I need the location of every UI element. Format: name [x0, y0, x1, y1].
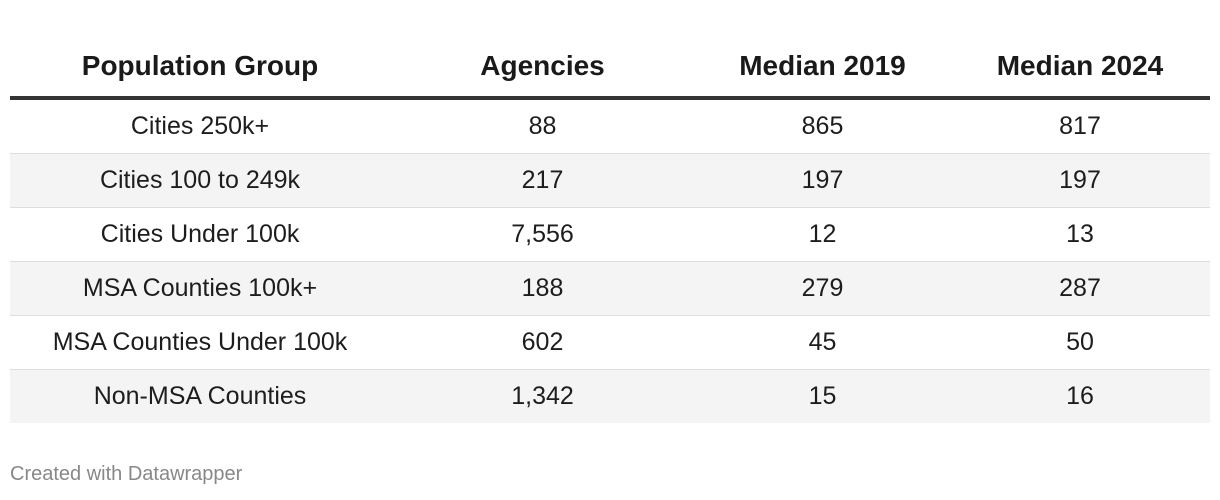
- table-body: Cities 250k+ 88 865 817 Cities 100 to 24…: [10, 98, 1210, 423]
- cell-agencies: 88: [390, 98, 695, 154]
- cell-agencies: 217: [390, 153, 695, 208]
- table-row: Cities Under 100k 7,556 12 13: [10, 207, 1210, 262]
- cell-population-group: Non-MSA Counties: [10, 369, 390, 423]
- cell-population-group: MSA Counties Under 100k: [10, 315, 390, 370]
- cell-median-2019: 865: [695, 98, 950, 154]
- table-row: Cities 250k+ 88 865 817: [10, 98, 1210, 154]
- cell-median-2019: 279: [695, 261, 950, 316]
- data-table: Population Group Agencies Median 2019 Me…: [10, 36, 1210, 423]
- table-row: MSA Counties Under 100k 602 45 50: [10, 315, 1210, 370]
- cell-median-2024: 50: [950, 315, 1210, 370]
- header-row: Population Group Agencies Median 2019 Me…: [10, 36, 1210, 100]
- cell-median-2024: 287: [950, 261, 1210, 316]
- cell-agencies: 188: [390, 261, 695, 316]
- datawrapper-credit[interactable]: Created with Datawrapper: [10, 463, 243, 485]
- cell-median-2024: 16: [950, 369, 1210, 423]
- table-header: Population Group Agencies Median 2019 Me…: [10, 36, 1210, 100]
- cell-agencies: 1,342: [390, 369, 695, 423]
- column-header-median-2019: Median 2019: [695, 36, 950, 100]
- table-row: MSA Counties 100k+ 188 279 287: [10, 261, 1210, 316]
- cell-median-2024: 13: [950, 207, 1210, 262]
- column-header-agencies: Agencies: [390, 36, 695, 100]
- cell-agencies: 7,556: [390, 207, 695, 262]
- cell-median-2024: 197: [950, 153, 1210, 208]
- cell-population-group: MSA Counties 100k+: [10, 261, 390, 316]
- column-header-median-2024: Median 2024: [950, 36, 1210, 100]
- cell-median-2019: 45: [695, 315, 950, 370]
- cell-median-2019: 15: [695, 369, 950, 423]
- table-row: Non-MSA Counties 1,342 15 16: [10, 369, 1210, 423]
- cell-population-group: Cities 250k+: [10, 98, 390, 154]
- cell-agencies: 602: [390, 315, 695, 370]
- cell-population-group: Cities 100 to 249k: [10, 153, 390, 208]
- column-header-population-group: Population Group: [10, 36, 390, 100]
- table-row: Cities 100 to 249k 217 197 197: [10, 153, 1210, 208]
- cell-population-group: Cities Under 100k: [10, 207, 390, 262]
- cell-median-2019: 197: [695, 153, 950, 208]
- cell-median-2024: 817: [950, 98, 1210, 154]
- cell-median-2019: 12: [695, 207, 950, 262]
- data-table-container: Population Group Agencies Median 2019 Me…: [10, 36, 1210, 423]
